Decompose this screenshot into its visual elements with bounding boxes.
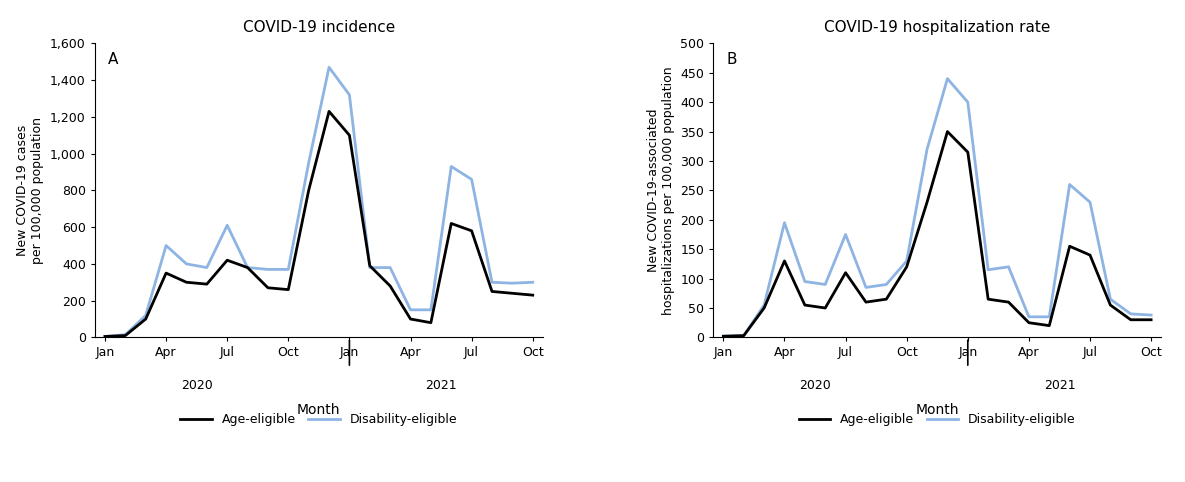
Text: 2021: 2021 xyxy=(425,379,457,392)
Text: A: A xyxy=(108,52,118,67)
Legend: Age-eligible, Disability-eligible: Age-eligible, Disability-eligible xyxy=(794,408,1081,431)
Text: 2020: 2020 xyxy=(181,379,212,392)
Y-axis label: New COVID-19-associated
hospitalizations per 100,000 population: New COVID-19-associated hospitalizations… xyxy=(647,66,674,315)
Text: 2020: 2020 xyxy=(799,379,831,392)
Title: COVID-19 hospitalization rate: COVID-19 hospitalization rate xyxy=(824,20,1050,35)
Title: COVID-19 incidence: COVID-19 incidence xyxy=(243,20,395,35)
Text: 2021: 2021 xyxy=(1044,379,1075,392)
Text: Month: Month xyxy=(916,402,959,416)
Y-axis label: New COVID-19 cases
per 100,000 population: New COVID-19 cases per 100,000 populatio… xyxy=(17,117,44,264)
Text: Month: Month xyxy=(297,402,340,416)
Text: B: B xyxy=(726,52,737,67)
Legend: Age-eligible, Disability-eligible: Age-eligible, Disability-eligible xyxy=(175,408,462,431)
